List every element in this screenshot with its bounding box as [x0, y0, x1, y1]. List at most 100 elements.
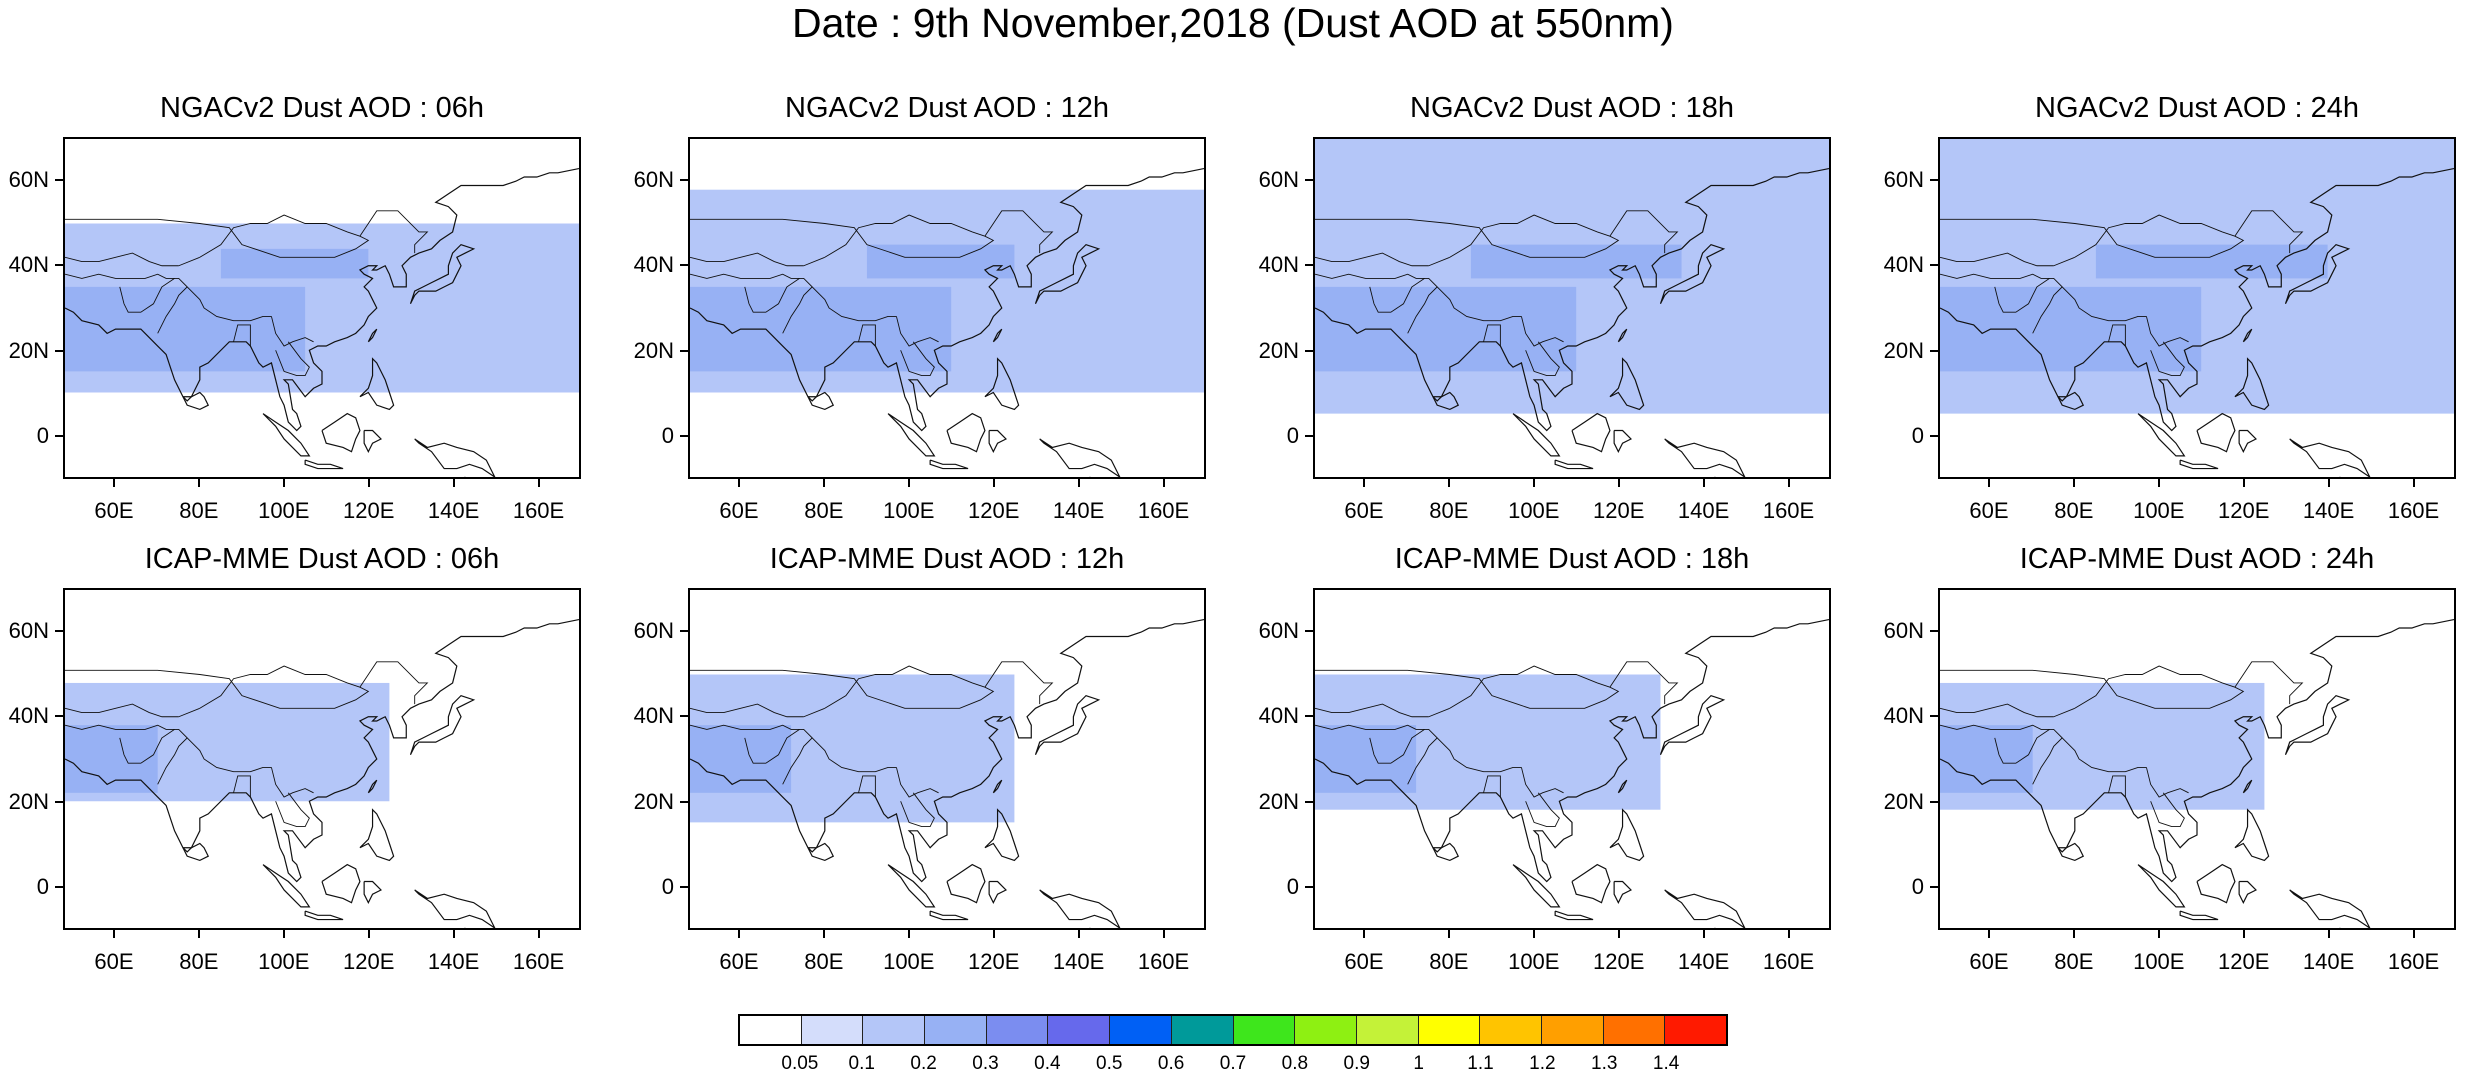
lon-tick-label: 120E: [2218, 949, 2270, 974]
lat-tick: [680, 886, 688, 889]
lat-tick-label: 60N: [1883, 617, 1924, 643]
country-border: [2054, 708, 2075, 716]
colorbar-label: 0.6: [1157, 1053, 1185, 1074]
country-border: [690, 725, 812, 738]
country-border: [901, 342, 935, 376]
country-border: [1315, 215, 1618, 257]
lon-tick: [452, 930, 455, 938]
coastline: [2290, 890, 2370, 928]
country-border: [65, 215, 368, 257]
map-panel: [63, 137, 581, 479]
country-border: [2146, 767, 2188, 797]
lon-tick-label: 60E: [94, 949, 134, 974]
lat-tick-label: 40N: [1258, 703, 1299, 729]
coastline: [1555, 460, 1593, 468]
lon-tick-label: 120E: [1593, 498, 1645, 523]
country-border: [1610, 662, 1677, 704]
lat-tick: [680, 349, 688, 352]
lat-tick: [1930, 435, 1938, 438]
lon-tick: [282, 930, 285, 938]
map-canvas: [1940, 590, 2454, 928]
lon-tick-label: 120E: [343, 498, 395, 523]
lat-tick-label: 20N: [1883, 337, 1924, 363]
lon-tick-label: 80E: [2054, 498, 2094, 523]
coastline: [1610, 359, 1644, 410]
lon-tick-label: 140E: [2302, 498, 2355, 523]
lat-tick: [1305, 886, 1313, 889]
country-border: [745, 729, 800, 763]
coastline: [2243, 329, 2251, 342]
lon-tick: [112, 479, 115, 487]
map-canvas: [1315, 139, 1829, 477]
lat-tick-label: 20N: [1258, 788, 1299, 814]
country-border: [896, 316, 938, 346]
coastline: [2197, 414, 2235, 452]
panel-title: NGACv2 Dust AOD : 18h: [1410, 92, 1734, 124]
lon-tick-label: 80E: [804, 498, 844, 523]
colorbar-label: 0.4: [1034, 1053, 1061, 1074]
lon-tick: [992, 479, 995, 487]
coastline: [690, 169, 1204, 431]
colorbar-label: 1.1: [1467, 1053, 1494, 1074]
lon-tick-label: 60E: [94, 498, 134, 523]
lon-tick-label: 120E: [1593, 949, 1645, 974]
lon-tick-label: 120E: [968, 949, 1020, 974]
lon-tick: [367, 479, 370, 487]
lon-tick: [1077, 930, 1080, 938]
coastline: [410, 696, 473, 755]
country-border: [690, 274, 812, 287]
lat-tick-label: 60N: [633, 617, 674, 643]
country-border: [2033, 287, 2147, 333]
aod-shaded-region: [690, 725, 792, 793]
lat-tick: [55, 800, 63, 803]
colorbar-swatch: [1048, 1016, 1111, 1044]
coastline: [1572, 414, 1610, 452]
lon-tick: [1077, 479, 1080, 487]
lat-tick: [680, 715, 688, 718]
coastline: [2239, 431, 2256, 452]
colorbar-swatch: [1418, 1016, 1481, 1044]
lat-tick-label: 0: [36, 423, 49, 449]
country-border: [179, 257, 200, 265]
coastline: [930, 911, 968, 919]
coastline: [360, 359, 394, 410]
lat-tick: [1930, 349, 1938, 352]
country-border: [158, 738, 272, 784]
country-border: [1315, 666, 1618, 708]
lat-tick: [55, 435, 63, 438]
lat-tick: [1930, 629, 1938, 632]
colorbar-label: 1.3: [1591, 1053, 1618, 1074]
lon-tick: [537, 479, 540, 487]
aod-shaded-region: [1315, 725, 1417, 793]
map-canvas: [1315, 590, 1829, 928]
coastline: [1572, 865, 1610, 903]
lon-tick-label: 140E: [1052, 949, 1105, 974]
colorbar-label: 0.1: [848, 1053, 875, 1074]
lon-tick: [2412, 930, 2415, 938]
country-border: [1940, 215, 2243, 257]
country-border: [1995, 729, 2050, 763]
lat-tick-label: 0: [36, 874, 49, 900]
country-border: [1315, 725, 1437, 738]
map-canvas: [65, 139, 579, 477]
lat-tick: [1305, 264, 1313, 267]
lon-tick: [2327, 479, 2330, 487]
coastline: [947, 865, 985, 903]
lat-tick-label: 40N: [1883, 703, 1924, 729]
aod-shaded-region: [690, 286, 952, 372]
coastline: [1555, 911, 1593, 919]
coastline: [1618, 329, 1626, 342]
coastline: [305, 911, 343, 919]
lat-tick: [1930, 800, 1938, 803]
coastline: [415, 890, 495, 928]
colorbar: [738, 1014, 1728, 1046]
coastline: [989, 882, 1006, 903]
lon-tick: [907, 479, 910, 487]
coastline: [368, 780, 376, 793]
country-border: [1940, 274, 2062, 287]
country-border: [783, 287, 897, 333]
country-border: [1940, 666, 2243, 708]
coastline: [993, 780, 1001, 793]
coastline: [263, 414, 309, 456]
lat-tick: [1305, 178, 1313, 181]
